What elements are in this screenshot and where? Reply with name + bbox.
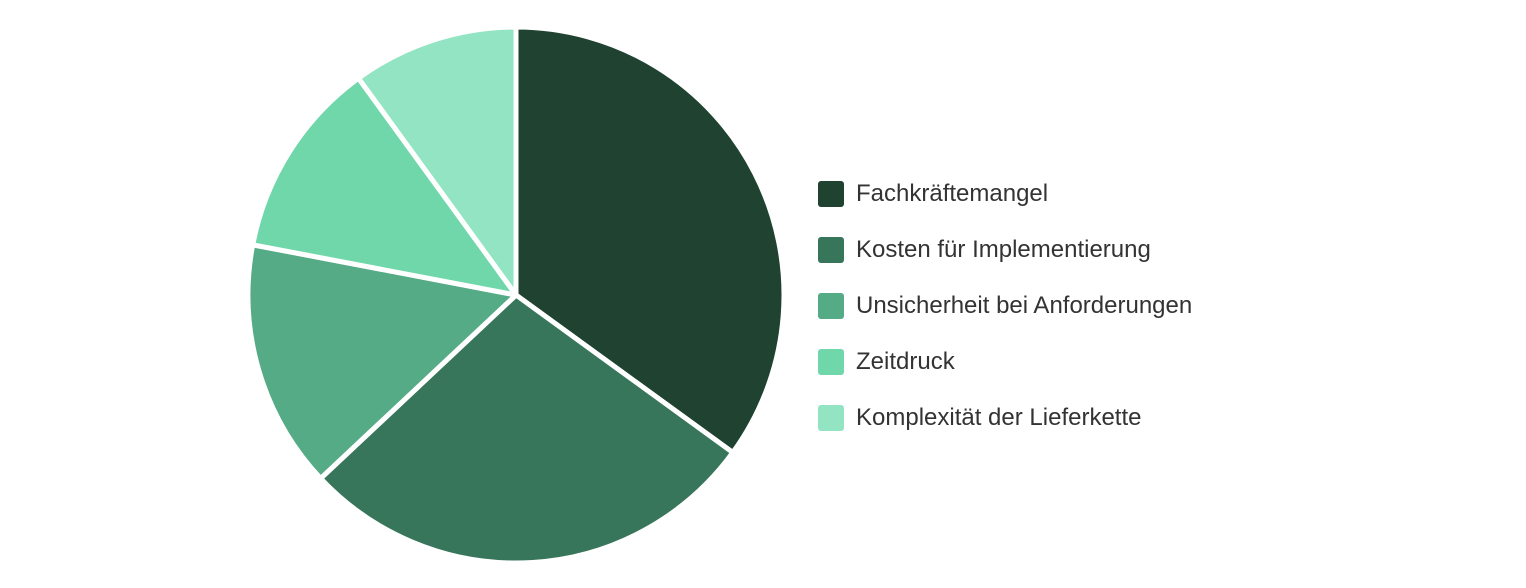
- legend-item: Kosten für Implementierung: [818, 222, 1192, 278]
- legend-item: Komplexität der Lieferkette: [818, 390, 1192, 446]
- pie-slice: [513, 24, 787, 456]
- legend-swatch: [818, 237, 844, 263]
- legend-swatch: [818, 349, 844, 375]
- legend-item: Fachkräftemangel: [818, 166, 1192, 222]
- legend-label: Kosten für Implementierung: [856, 236, 1151, 263]
- legend-label: Zeitdruck: [856, 348, 955, 375]
- legend-item: Unsicherheit bei Anforderungen: [818, 278, 1192, 334]
- pie-slice: [245, 242, 519, 481]
- legend-swatch: [818, 405, 844, 431]
- legend-swatch: [818, 293, 844, 319]
- pie-slices: [245, 24, 787, 566]
- pie-slice: [250, 75, 519, 298]
- legend-label: Unsicherheit bei Anforderungen: [856, 292, 1193, 319]
- pie-slice: [355, 24, 519, 298]
- legend-label: Fachkräftemangel: [856, 180, 1049, 207]
- legend-swatch: [818, 181, 844, 207]
- chart-legend: Fachkräftemangel Kosten für Implementier…: [818, 166, 1192, 446]
- pie-slice: [318, 292, 736, 566]
- legend-label: Komplexität der Lieferkette: [856, 404, 1142, 431]
- legend-item: Zeitdruck: [818, 334, 1192, 390]
